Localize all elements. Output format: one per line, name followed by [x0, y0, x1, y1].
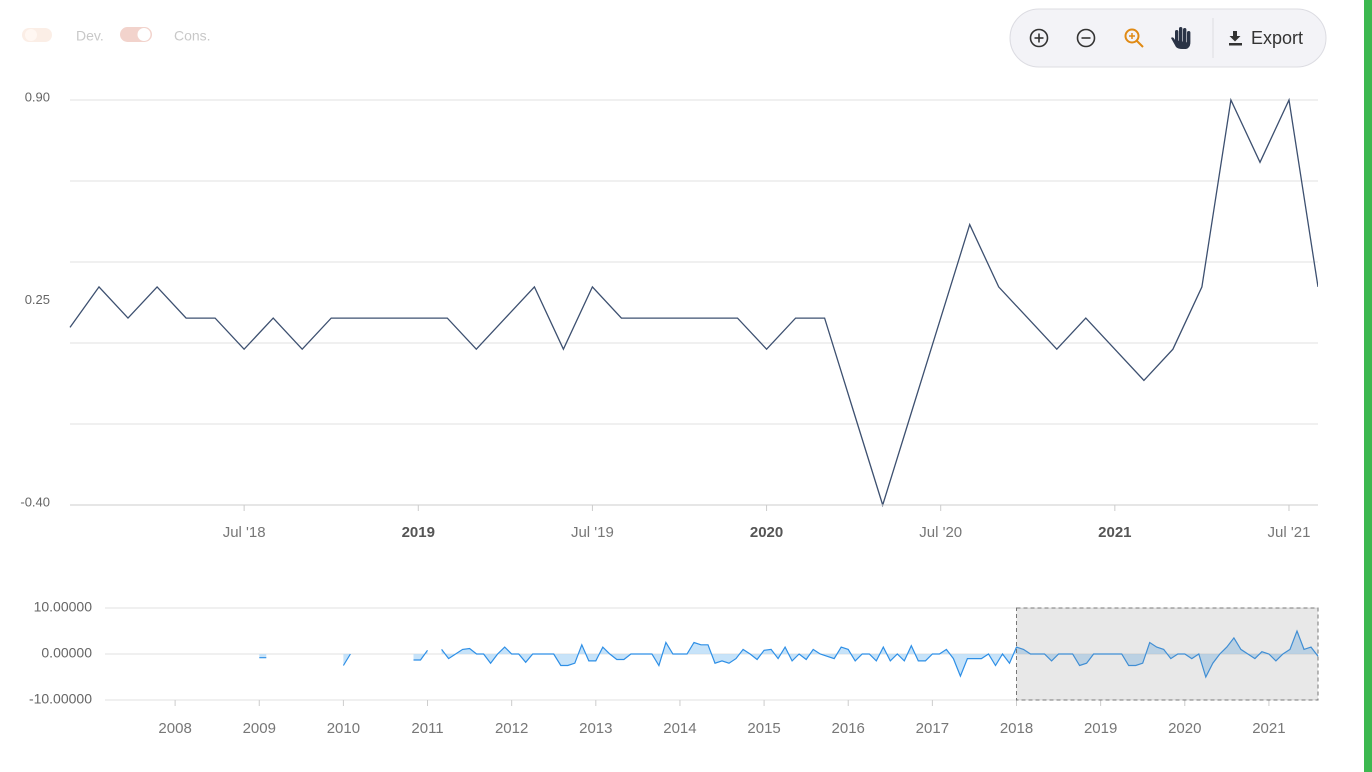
- pan[interactable]: [1171, 27, 1191, 49]
- y-tick-label: -10.00000: [29, 691, 92, 707]
- x-tick-label: 2012: [495, 720, 528, 737]
- x-tick-label: 2020: [1168, 720, 1201, 737]
- x-tick-label: 2017: [916, 720, 949, 737]
- zoom-in[interactable]: [1029, 28, 1049, 48]
- x-tick-label: 2013: [579, 720, 612, 737]
- x-tick-label: Jul '21: [1268, 524, 1311, 541]
- export-icon[interactable]: [1229, 31, 1242, 46]
- x-tick-label: Jul '19: [571, 524, 614, 541]
- line: [69, 97, 1318, 508]
- x-tick-label: 2014: [663, 720, 696, 737]
- y-tick-label: 0.90: [25, 89, 50, 104]
- x-tick-label: Jul '20: [919, 524, 962, 541]
- x-tick-label: Jul '18: [223, 524, 266, 541]
- y-tick-label: -0.40: [20, 494, 50, 509]
- x-tick-label: 2009: [243, 720, 276, 737]
- y-tick-label: 10.00000: [34, 599, 93, 615]
- x-tick-label: 2021: [1252, 720, 1285, 737]
- x-tick-label: 2008: [158, 720, 191, 737]
- x-tick-label: 2019: [1084, 720, 1117, 737]
- side-bar: [1364, 0, 1372, 772]
- toolbar: [1009, 8, 1327, 68]
- toggle-label: Cons.: [174, 28, 211, 44]
- toggle-knob: [137, 28, 151, 41]
- y-tick-label: 0.25: [25, 292, 50, 307]
- x-tick-label: 2018: [1000, 720, 1033, 737]
- x-tick-label: 2010: [327, 720, 360, 737]
- x-tick-label: 2021: [1098, 524, 1131, 541]
- export-button[interactable]: Export: [1251, 28, 1303, 48]
- x-tick-label: 2016: [832, 720, 865, 737]
- toggle-knob: [25, 29, 37, 41]
- x-tick-label: 2019: [402, 524, 435, 541]
- x-tick-label: 2011: [411, 720, 443, 737]
- area-line: [259, 629, 1319, 679]
- navigator-selection: [1016, 607, 1319, 701]
- x-tick-label: 2015: [747, 720, 780, 737]
- x-tick-label: 2020: [750, 524, 783, 541]
- y-tick-label: 0.00000: [41, 645, 92, 661]
- toggle-label: Dev.: [76, 28, 104, 44]
- zoom-out[interactable]: [1076, 28, 1096, 48]
- zoom-select[interactable]: [1124, 28, 1144, 48]
